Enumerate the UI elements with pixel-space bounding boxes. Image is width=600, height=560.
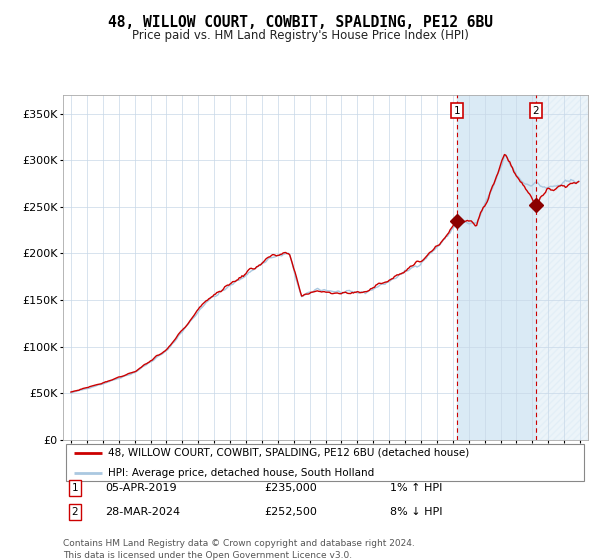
Text: Contains HM Land Registry data © Crown copyright and database right 2024.
This d: Contains HM Land Registry data © Crown c… <box>63 539 415 559</box>
Text: 48, WILLOW COURT, COWBIT, SPALDING, PE12 6BU (detached house): 48, WILLOW COURT, COWBIT, SPALDING, PE12… <box>107 448 469 458</box>
Bar <box>536 95 588 440</box>
Text: 28-MAR-2024: 28-MAR-2024 <box>105 507 180 517</box>
FancyBboxPatch shape <box>65 445 584 480</box>
Bar <box>457 95 536 440</box>
Text: Price paid vs. HM Land Registry's House Price Index (HPI): Price paid vs. HM Land Registry's House … <box>131 29 469 42</box>
Text: HPI: Average price, detached house, South Holland: HPI: Average price, detached house, Sout… <box>107 468 374 478</box>
Text: 1: 1 <box>454 106 460 116</box>
Text: 2: 2 <box>71 507 79 517</box>
Text: 1: 1 <box>71 483 79 493</box>
Text: 48, WILLOW COURT, COWBIT, SPALDING, PE12 6BU: 48, WILLOW COURT, COWBIT, SPALDING, PE12… <box>107 15 493 30</box>
Text: £235,000: £235,000 <box>264 483 317 493</box>
Text: 1% ↑ HPI: 1% ↑ HPI <box>390 483 442 493</box>
Text: 8% ↓ HPI: 8% ↓ HPI <box>390 507 443 517</box>
Text: £252,500: £252,500 <box>264 507 317 517</box>
Text: 2: 2 <box>533 106 539 116</box>
Text: 05-APR-2019: 05-APR-2019 <box>105 483 176 493</box>
